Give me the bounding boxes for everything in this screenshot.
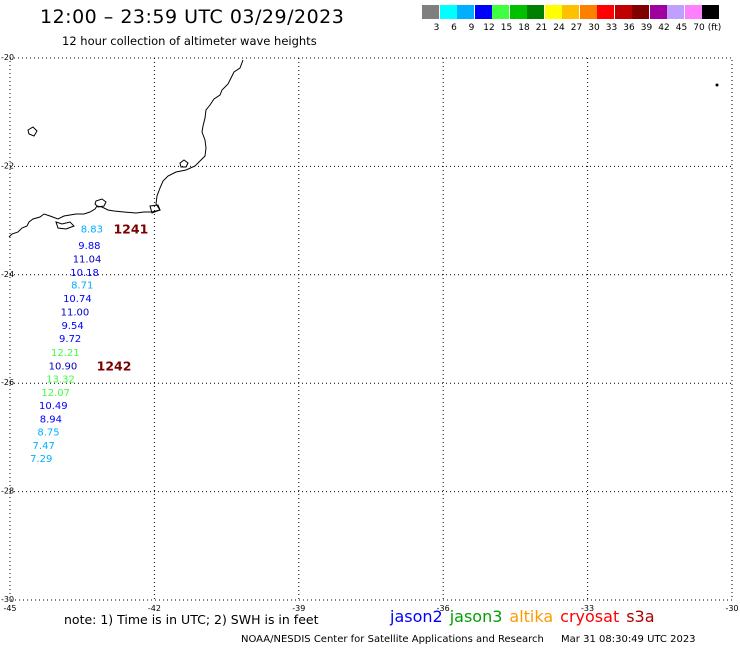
observations-layer: 8.83 9.88 11.04 10.18 8.71 10.74 11.00 9.54 9.72… [30,225,103,465]
satellite-name: s3a [626,607,655,626]
legend-swatch [649,5,667,19]
wave-height-value: 12.21 [51,348,80,359]
wave-height-value: 11.04 [73,255,102,266]
legend-swatch [439,5,457,19]
legend-swatch [632,5,649,19]
wave-height-value: 10.49 [39,401,68,412]
wave-height-value: 8.94 [40,414,62,425]
legend-swatch [457,5,474,19]
legend-label: 21 [535,23,548,33]
legend-label: 6 [451,23,457,33]
lat-tick-label: -26 [1,378,14,387]
legend-swatch [474,5,492,19]
legend-label: 9 [468,23,475,33]
legend-label: 15 [500,23,513,33]
wave-height-value: 10.18 [70,268,99,279]
wave-height-value: 8.75 [37,427,59,438]
legend-label: 3 [433,23,440,33]
legend-label: 30 [588,23,600,33]
wave-height-value: 9.54 [61,321,83,332]
legend-swatch [614,5,632,19]
map-note: note: 1) Time is in UTC; 2) SWH is in fe… [64,612,319,627]
wave-height-value: 7.47 [33,441,55,452]
legend-label: 12 [483,23,495,33]
wave-height-value: 10.90 [49,361,78,372]
island-ilhabela [94,198,107,208]
passes-layer: 1241 1242 [97,222,149,374]
legend-label: 45 [675,23,688,33]
lat-tick-label: -22 [1,161,14,170]
legend-unit: (ft) [707,23,722,33]
wave-height-value: 11.00 [61,308,90,319]
lon-tick-label: -30 [725,604,738,613]
credit-org: NOAA/NESDIS Center for Satellite Applica… [241,634,544,645]
satellite-name: jason3 [449,607,503,626]
generated-timestamp: Mar 31 08:30:49 UTC 2023 [561,634,696,645]
lat-tick-label: -30 [1,595,14,604]
legend-swatch [597,5,614,19]
wave-height-value: 9.88 [78,241,100,252]
legend-swatch [702,5,719,19]
wave-height-value: 13.32 [46,374,75,385]
lon-tick-label: -36 [437,604,450,613]
legend-label: 42 [658,23,670,33]
lon-tick-label: -39 [292,604,305,613]
wave-height-value: 9.72 [59,334,81,345]
wave-height-value: 8.83 [81,225,103,236]
lat-tick-label: -20 [1,53,14,62]
coast-bay [149,204,161,214]
legend-swatch [562,5,579,19]
legend-swatch [492,5,509,19]
satellite-legend: jason2 jason3 altika cryosat s3a [390,607,662,626]
map-grid: -45 -42 -39 -36 -33 -30 -20 -22 -24 -26 -28 -30 [1,53,739,613]
satellite-name: altika [509,607,554,626]
wave-height-value: 7.29 [30,454,52,465]
map-title: 12:00 – 23:59 UTC 03/29/2023 [40,6,345,28]
island-santa-catarina [27,126,38,137]
lat-tick-label: -28 [1,487,14,496]
legend-label: 70 [693,23,705,33]
pass-number-label: 1241 [113,222,148,237]
legend-label: 27 [570,23,583,33]
wave-height-value: 8.71 [71,281,93,292]
map-subtitle: 12 hour collection of altimeter wave hei… [62,34,317,48]
lon-tick-label: -33 [581,604,594,613]
satellite-name: cryosat [560,607,620,626]
legend-swatch [527,5,544,19]
satellite-name: jason2 [390,607,443,626]
island-trindade [715,83,719,87]
island-cabo-frio [179,159,189,168]
legend-label: 24 [553,23,565,33]
lat-tick-label: -24 [1,270,14,279]
lon-tick-label: -42 [148,604,161,613]
wave-height-value: 12.07 [41,388,70,399]
credit-footer: NOAA/NESDIS Center for Satellite Applica… [241,634,696,645]
brazil-coastline [8,59,244,238]
coast-inlet [55,221,75,230]
legend-label: 39 [640,23,653,33]
legend-swatch [684,5,702,19]
legend-swatch [579,5,597,19]
lon-tick-label: -45 [3,604,16,613]
legend-swatch [544,5,562,19]
legend-label: 33 [605,23,618,33]
legend-swatch [509,5,527,19]
wave-height-value: 10.74 [63,294,92,305]
coastline [8,59,719,238]
legend-swatch [667,5,684,19]
legend-label: 18 [518,23,530,33]
map-frame [9,57,733,601]
pass-number-label: 1242 [97,358,132,373]
legend-swatch [422,5,439,19]
legend-label: 36 [623,23,635,33]
